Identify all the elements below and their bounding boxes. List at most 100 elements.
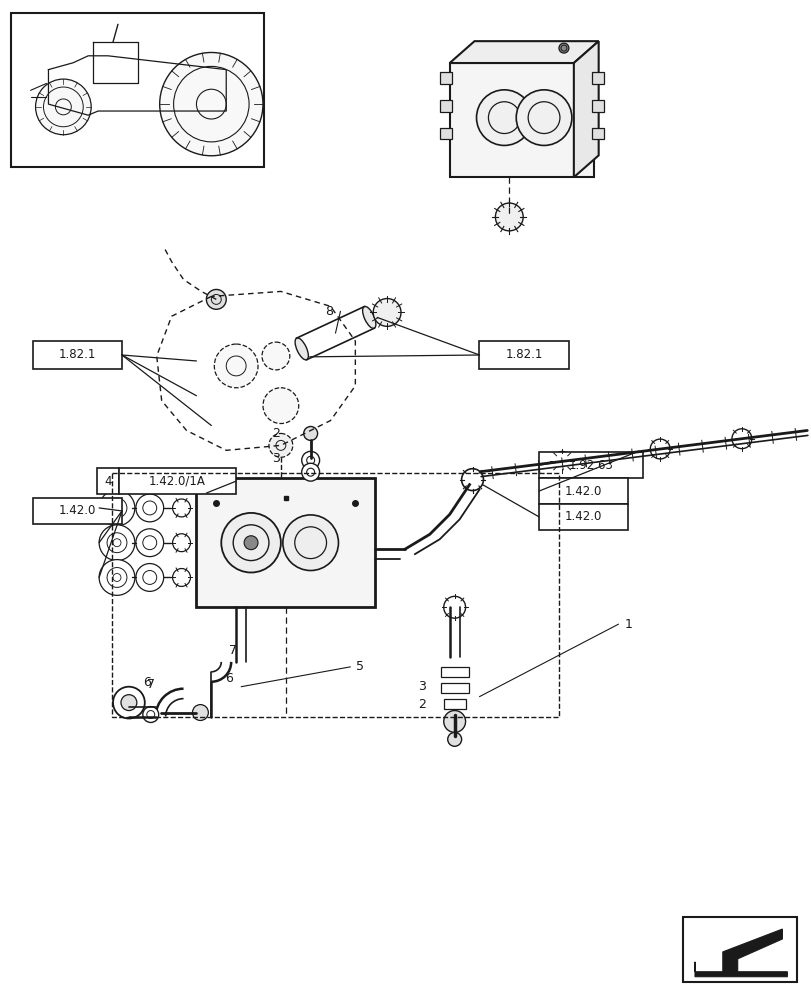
Circle shape	[107, 533, 127, 553]
Circle shape	[121, 695, 137, 711]
Text: 1.42.0: 1.42.0	[564, 510, 602, 523]
Circle shape	[476, 90, 531, 145]
Circle shape	[495, 203, 522, 231]
Bar	[539, 478, 628, 504]
Circle shape	[107, 498, 127, 518]
Circle shape	[650, 439, 669, 459]
Bar	[440, 72, 451, 84]
Circle shape	[447, 732, 461, 746]
Circle shape	[143, 536, 157, 550]
Polygon shape	[694, 929, 787, 977]
Text: 2: 2	[272, 427, 280, 440]
Bar	[539, 452, 642, 478]
Circle shape	[221, 513, 281, 573]
Ellipse shape	[363, 306, 375, 328]
Polygon shape	[449, 41, 598, 63]
Bar	[591, 128, 603, 139]
Circle shape	[147, 711, 155, 718]
Text: 5: 5	[356, 660, 364, 673]
Circle shape	[461, 469, 483, 491]
Circle shape	[135, 564, 164, 591]
Bar	[440, 667, 468, 677]
Circle shape	[143, 571, 157, 584]
Circle shape	[307, 468, 314, 476]
Circle shape	[206, 289, 226, 309]
Circle shape	[192, 705, 208, 720]
Circle shape	[226, 356, 246, 376]
Text: 1: 1	[624, 618, 632, 631]
Circle shape	[302, 451, 320, 469]
Bar	[682, 917, 796, 982]
Ellipse shape	[294, 338, 308, 360]
Circle shape	[373, 299, 401, 326]
Text: 6: 6	[225, 672, 233, 685]
Text: 1.42.0: 1.42.0	[564, 485, 602, 498]
Bar	[11, 13, 264, 167]
Text: 3: 3	[418, 680, 425, 693]
Text: 7: 7	[229, 644, 237, 657]
Text: 1.82.1: 1.82.1	[58, 348, 96, 361]
Text: 1.92.63: 1.92.63	[568, 459, 613, 472]
Circle shape	[113, 573, 121, 581]
Text: 3: 3	[272, 452, 280, 465]
Bar	[119, 468, 236, 494]
Circle shape	[173, 499, 191, 517]
Circle shape	[99, 525, 135, 561]
Circle shape	[302, 463, 320, 481]
Circle shape	[233, 525, 268, 561]
Circle shape	[211, 294, 221, 304]
Circle shape	[113, 504, 121, 512]
Circle shape	[173, 534, 191, 552]
Circle shape	[307, 456, 314, 464]
Bar	[112, 473, 558, 717]
Circle shape	[135, 494, 164, 522]
Circle shape	[107, 568, 127, 587]
Circle shape	[443, 596, 465, 618]
Text: 8: 8	[325, 305, 333, 318]
Bar	[32, 341, 122, 369]
Bar	[591, 100, 603, 112]
Circle shape	[282, 515, 338, 571]
Circle shape	[173, 569, 191, 586]
Text: 1.42.0: 1.42.0	[58, 504, 96, 517]
Bar	[440, 683, 468, 693]
Text: 2: 2	[418, 698, 425, 711]
Circle shape	[551, 451, 572, 471]
Circle shape	[527, 102, 560, 134]
Circle shape	[113, 539, 121, 547]
Circle shape	[294, 527, 326, 559]
Circle shape	[731, 429, 751, 449]
Circle shape	[276, 440, 285, 450]
Circle shape	[558, 43, 569, 53]
Bar	[196, 478, 375, 607]
Circle shape	[99, 490, 135, 526]
Circle shape	[560, 45, 566, 51]
Circle shape	[268, 433, 293, 457]
Circle shape	[214, 344, 258, 388]
Circle shape	[36, 79, 91, 135]
Bar	[440, 128, 451, 139]
Circle shape	[160, 52, 263, 156]
Circle shape	[135, 529, 164, 557]
Circle shape	[55, 99, 71, 115]
Bar	[449, 63, 593, 177]
Circle shape	[196, 89, 226, 119]
Text: 6: 6	[143, 676, 151, 689]
Circle shape	[143, 501, 157, 515]
Circle shape	[262, 342, 290, 370]
Circle shape	[143, 707, 158, 722]
Polygon shape	[573, 41, 598, 177]
Bar	[479, 341, 569, 369]
Circle shape	[44, 87, 83, 127]
Circle shape	[303, 427, 317, 440]
Circle shape	[99, 560, 135, 595]
Bar	[443, 699, 465, 709]
Bar	[97, 468, 119, 494]
Text: 7: 7	[147, 678, 155, 691]
Circle shape	[244, 536, 258, 550]
Circle shape	[174, 66, 249, 142]
Text: 1.82.1: 1.82.1	[505, 348, 543, 361]
Bar	[539, 504, 628, 530]
Text: 1.42.0/1A: 1.42.0/1A	[149, 475, 206, 488]
Circle shape	[113, 687, 144, 718]
